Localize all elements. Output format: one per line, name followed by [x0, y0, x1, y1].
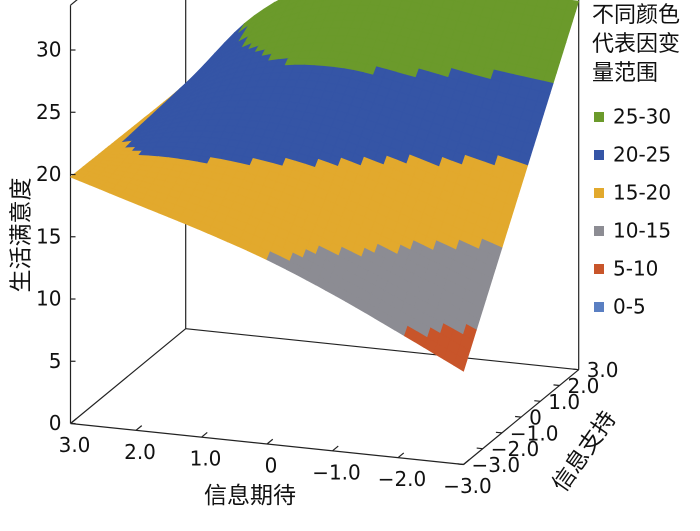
x-tick-mark — [267, 439, 273, 444]
x-axis-label: 信息期待 — [204, 483, 296, 509]
x-tick-label: 1.0 — [190, 447, 222, 471]
x-tick-mark — [71, 419, 77, 424]
legend-swatch — [594, 302, 604, 312]
z-tick-label: 20 — [36, 162, 61, 186]
x-tick-label: −1.0 — [312, 460, 361, 484]
x-tick-label: −3.0 — [443, 474, 492, 498]
y-tick-label: −3.0 — [472, 453, 521, 477]
x-tick-label: 2.0 — [124, 440, 156, 464]
legend-label: 5-10 — [613, 257, 658, 281]
z-tick-label: 5 — [49, 349, 62, 373]
y-tick-mark — [554, 385, 560, 386]
x-tick-label: 0 — [265, 454, 278, 478]
legend-label: 20-25 — [613, 143, 671, 167]
legend-swatch — [594, 150, 604, 160]
back-floor-edge — [186, 329, 579, 370]
left-top-edge — [71, 0, 186, 5]
y-tick-mark — [458, 464, 464, 465]
z-axis-label: 生活满意度 — [9, 178, 35, 293]
z-tick-label: 15 — [36, 224, 61, 248]
x-tick-label: −2.0 — [378, 467, 427, 491]
legend-title-line: 量范围 — [592, 61, 658, 86]
left-floor-edge — [71, 329, 186, 424]
z-tick-label: 25 — [36, 100, 61, 124]
legend-label: 0-5 — [613, 295, 646, 319]
y-axis-label: 信息支持 — [548, 407, 622, 497]
legend-title-line: 不同颜色 — [592, 3, 680, 28]
x-tick-label: 3.0 — [59, 433, 91, 457]
x-tick-mark — [202, 432, 208, 437]
y-tick-mark — [477, 448, 483, 449]
legend-swatch — [594, 112, 604, 122]
legend-title-line: 代表因变 — [592, 32, 680, 57]
legend: 不同颜色 代表因变 量范围 25-30 20-25 15-20 10-15 5-10 0-… — [592, 3, 680, 319]
y-tick-mark — [496, 432, 502, 433]
z-tick-label: 30 — [36, 38, 61, 62]
x-tick-mark — [333, 446, 339, 451]
surface-plot — [71, 0, 579, 371]
legend-label: 25-30 — [613, 105, 671, 129]
z-tick-label: 10 — [36, 287, 61, 311]
x-tick-mark — [136, 426, 142, 431]
legend-swatch — [594, 188, 604, 198]
y-tick-mark — [515, 416, 521, 417]
y-tick-label: 1.0 — [548, 390, 580, 414]
x-tick-mark — [464, 460, 470, 465]
legend-items: 25-30 20-25 15-20 10-15 5-10 0-5 — [594, 105, 671, 319]
legend-swatch — [594, 226, 604, 236]
x-tick-mark — [398, 453, 404, 458]
legend-label: 10-15 — [613, 219, 671, 243]
legend-label: 15-20 — [613, 181, 671, 205]
z-tick-label: 0 — [49, 411, 62, 435]
legend-swatch — [594, 264, 604, 274]
y-tick-mark — [534, 401, 540, 402]
y-tick-mark — [573, 369, 579, 370]
